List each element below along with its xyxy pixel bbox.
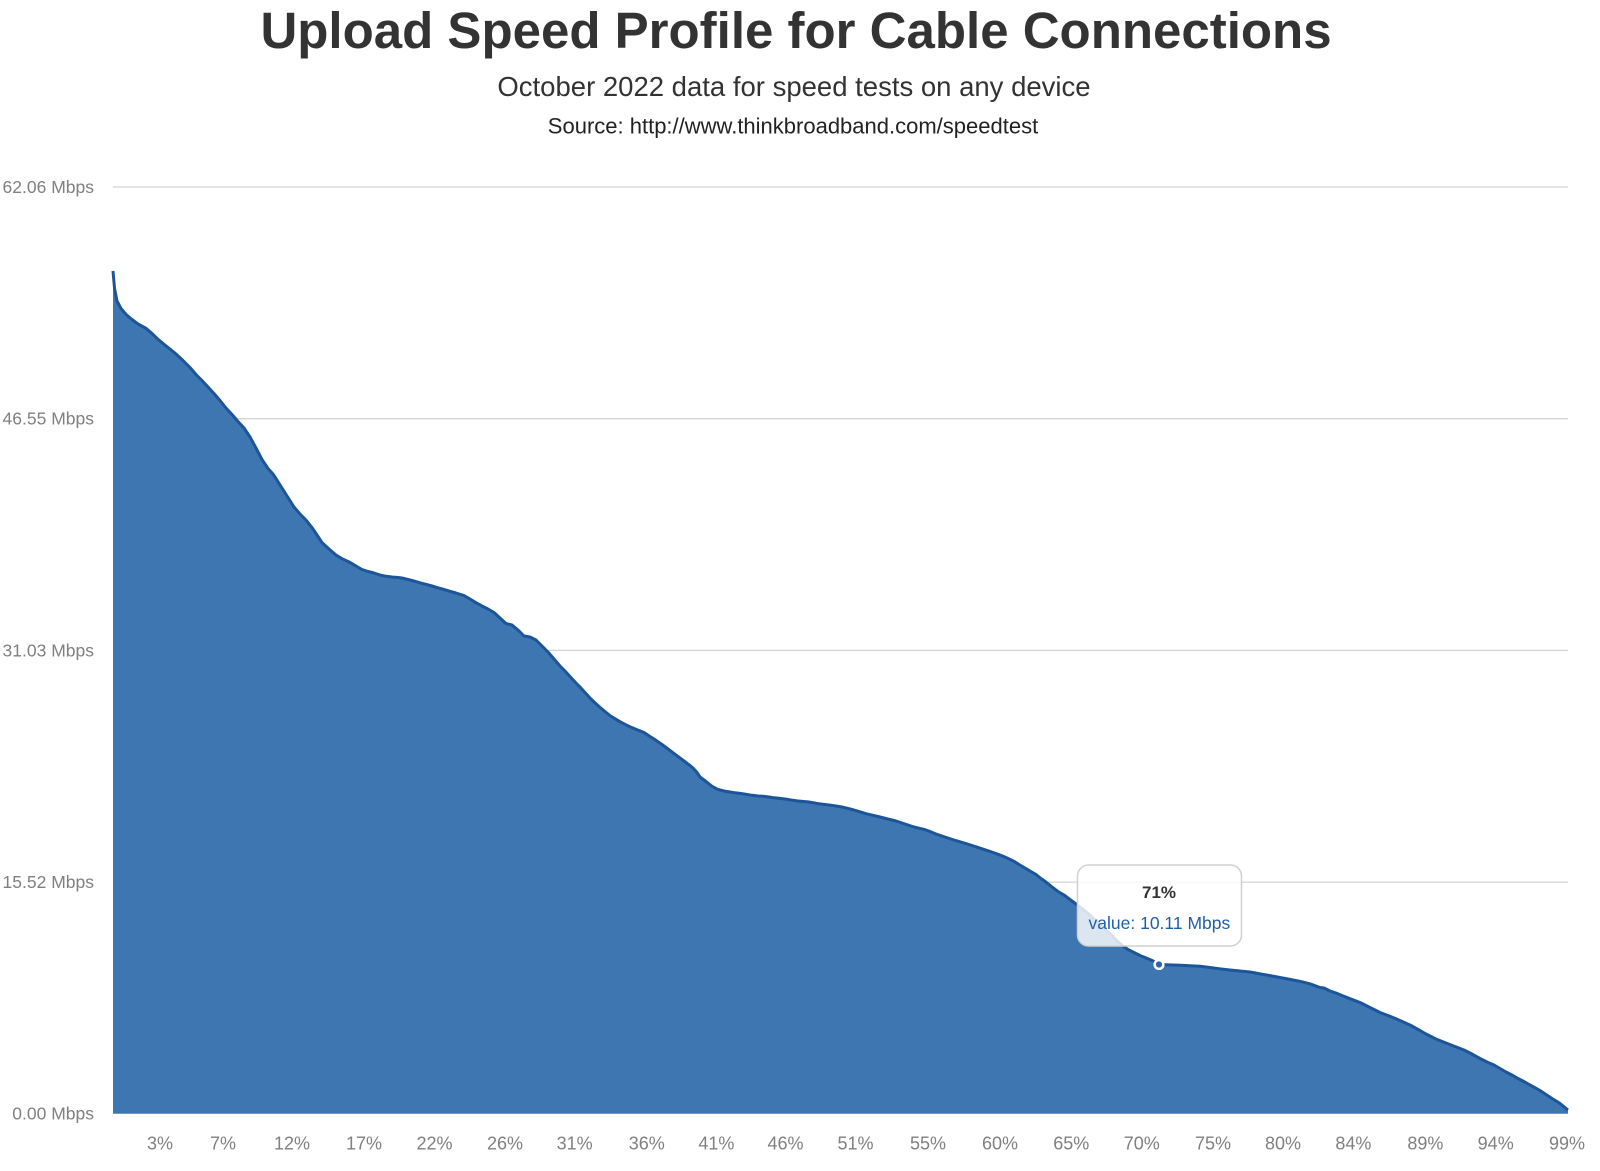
svg-text:99%: 99%: [1549, 1134, 1585, 1154]
svg-text:70%: 70%: [1124, 1134, 1160, 1154]
svg-text:65%: 65%: [1053, 1134, 1089, 1154]
svg-text:12%: 12%: [274, 1134, 310, 1154]
svg-text:71%: 71%: [1142, 883, 1176, 902]
svg-text:62.06 Mbps: 62.06 Mbps: [3, 177, 95, 197]
svg-text:46.55 Mbps: 46.55 Mbps: [3, 409, 95, 429]
svg-text:55%: 55%: [910, 1134, 946, 1154]
svg-text:7%: 7%: [210, 1134, 236, 1154]
svg-text:75%: 75%: [1195, 1134, 1231, 1154]
svg-text:22%: 22%: [416, 1134, 452, 1154]
svg-text:41%: 41%: [698, 1134, 734, 1154]
svg-text:80%: 80%: [1265, 1134, 1301, 1154]
svg-text:31.03 Mbps: 31.03 Mbps: [3, 640, 95, 660]
svg-text:Source: http://www.thinkbroadb: Source: http://www.thinkbroadband.com/sp…: [548, 114, 1038, 139]
svg-text:84%: 84%: [1335, 1134, 1371, 1154]
svg-text:October 2022 data for speed te: October 2022 data for speed tests on any…: [497, 71, 1090, 102]
svg-text:15.52 Mbps: 15.52 Mbps: [3, 872, 95, 892]
svg-text:31%: 31%: [557, 1134, 593, 1154]
svg-text:89%: 89%: [1407, 1134, 1443, 1154]
svg-text:36%: 36%: [629, 1134, 665, 1154]
svg-text:60%: 60%: [982, 1134, 1018, 1154]
svg-text:0.00 Mbps: 0.00 Mbps: [12, 1104, 94, 1124]
svg-text:51%: 51%: [837, 1134, 873, 1154]
svg-text:26%: 26%: [487, 1134, 523, 1154]
svg-text:94%: 94%: [1478, 1134, 1514, 1154]
svg-text:value: 10.11 Mbps: value: 10.11 Mbps: [1089, 913, 1231, 933]
svg-text:3%: 3%: [147, 1134, 173, 1154]
svg-text:Upload Speed Profile for Cable: Upload Speed Profile for Cable Connectio…: [260, 2, 1331, 59]
svg-text:46%: 46%: [767, 1134, 803, 1154]
svg-text:17%: 17%: [346, 1134, 382, 1154]
